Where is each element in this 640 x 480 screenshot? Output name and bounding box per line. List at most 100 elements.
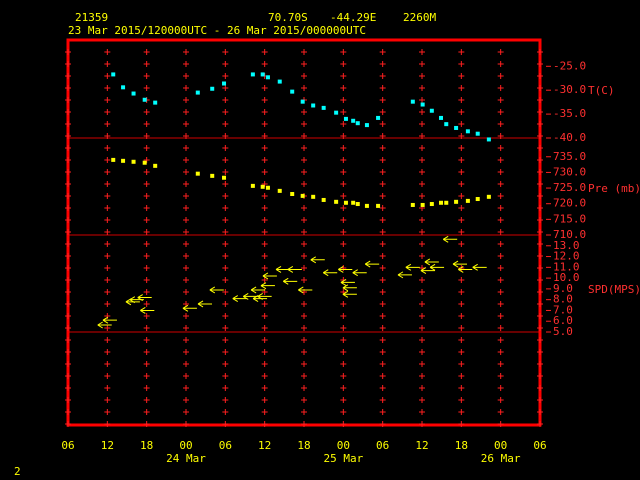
station-id: 21359 (75, 11, 108, 24)
y-tick-label: 12.0 (553, 250, 580, 263)
point (454, 199, 459, 204)
y-tick-label: 710.0 (553, 228, 586, 241)
point (454, 125, 459, 130)
wind-arrow (452, 260, 468, 268)
y-axis-label: SPD(MPS) (588, 283, 640, 296)
wind-arrow (209, 286, 224, 294)
grid-line (222, 49, 229, 427)
wind-arrow (364, 260, 380, 268)
wind-arrow (342, 284, 357, 292)
wind-arrow (420, 267, 435, 274)
point (376, 203, 381, 208)
x-tick-label: 12 (258, 439, 271, 452)
point (334, 199, 339, 204)
point (277, 79, 282, 84)
wind-arrow (287, 266, 302, 273)
y-tick-label: 7.0 (553, 303, 573, 316)
point (410, 202, 415, 207)
y-tick-label: -30.0 (553, 83, 586, 96)
wind-arrow (405, 263, 420, 271)
point (439, 200, 444, 205)
x-tick-label: 00 (337, 439, 350, 452)
point (111, 157, 116, 162)
point (410, 99, 415, 104)
point (142, 160, 147, 165)
y-tick-label: 10.0 (553, 271, 580, 284)
point (376, 115, 381, 120)
longitude: -44.29E (330, 11, 376, 24)
point (321, 197, 326, 202)
y-tick-label: 735.0 (553, 150, 586, 163)
grid-line (65, 49, 71, 427)
grid-line (104, 49, 111, 427)
point (351, 118, 356, 123)
point (355, 202, 360, 207)
point (465, 198, 470, 203)
wind-arrow (275, 266, 291, 273)
point (444, 200, 449, 205)
wind-arrow (97, 321, 112, 329)
y-tick-label: 5.0 (553, 325, 573, 338)
point (465, 129, 470, 134)
y-tick-label: 725.0 (553, 181, 586, 194)
wind-arrow (310, 256, 325, 264)
x-tick-label: 06 (61, 439, 74, 452)
grid-line (183, 49, 189, 427)
x-tick-label: 12 (101, 439, 114, 452)
point (429, 108, 434, 113)
point (321, 105, 326, 110)
grid-line (537, 49, 543, 427)
point (265, 185, 270, 190)
wind-arrow (442, 235, 458, 243)
grid-line (143, 49, 150, 427)
wind-arrow (338, 266, 353, 273)
point (486, 194, 491, 199)
x-tick-label: 06 (219, 439, 232, 452)
wind-arrow (424, 258, 439, 266)
grid-line (419, 49, 425, 427)
point (153, 100, 158, 105)
point (222, 81, 227, 86)
wind-arrow (340, 278, 355, 286)
point (131, 91, 136, 96)
point (343, 200, 348, 205)
y-tick-label: 715.0 (553, 212, 586, 225)
point (277, 188, 282, 193)
page-number: 2 (14, 465, 21, 478)
wind-arrow (102, 316, 117, 324)
wind-arrow (197, 300, 213, 308)
grid-line (261, 49, 268, 427)
point (311, 103, 316, 108)
wind-arrow (250, 286, 266, 294)
point (142, 97, 147, 102)
wind-arrow (262, 272, 277, 280)
x-tick-label: 06 (533, 439, 546, 452)
point (131, 159, 136, 164)
wind-arrow (472, 263, 487, 271)
wind-arrow (458, 266, 473, 273)
point (222, 175, 227, 180)
wind-arrow (182, 304, 197, 312)
y-tick-label: -40.0 (553, 131, 586, 144)
point (444, 122, 449, 127)
day-label: 25 Mar (323, 452, 363, 465)
point (300, 99, 305, 104)
wind-arrow (140, 307, 155, 314)
point (420, 202, 425, 207)
wind-arrow (282, 277, 298, 285)
point (311, 194, 316, 199)
point (420, 102, 425, 107)
point (429, 202, 434, 207)
day-label: 24 Mar (166, 452, 206, 465)
latitude: 70.70S (268, 11, 308, 24)
y-tick-label: 13.0 (553, 239, 580, 252)
wind-arrow (429, 263, 445, 271)
x-tick-label: 00 (179, 439, 192, 452)
y-axis-label: T(C) (588, 84, 615, 97)
elevation: 2260M (403, 11, 436, 24)
grid-line (497, 49, 504, 427)
point (475, 131, 480, 136)
grid-line (379, 49, 386, 427)
x-tick-label: 12 (415, 439, 428, 452)
